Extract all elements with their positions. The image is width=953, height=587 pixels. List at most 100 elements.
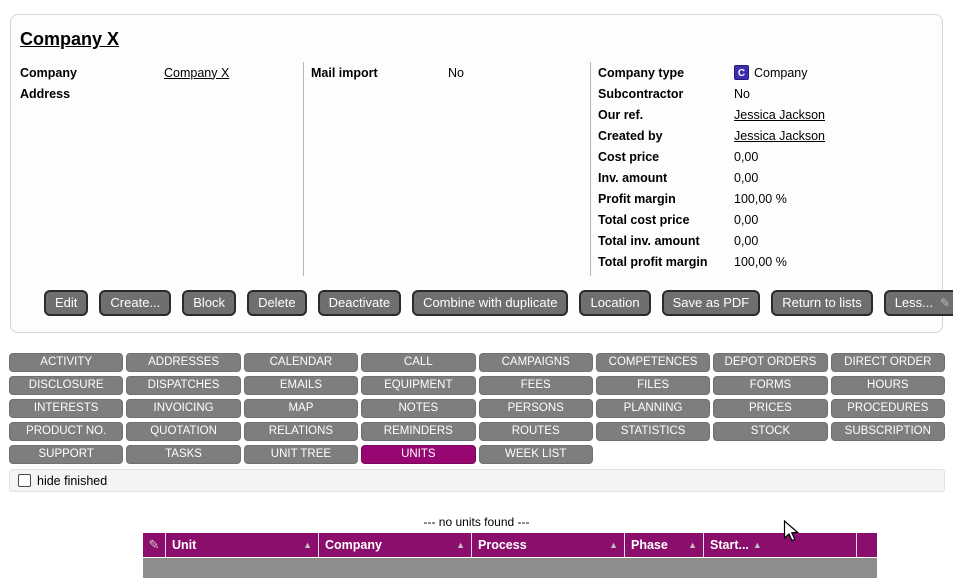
action-button[interactable]: Return to lists ✎ <box>771 290 873 316</box>
info-label: Profit margin <box>598 191 676 206</box>
action-button-label: Block <box>193 295 226 310</box>
info-value: 0,00 <box>734 171 758 185</box>
module-tab[interactable]: DISPATCHES <box>126 376 241 395</box>
action-button[interactable]: Location ✎ <box>579 290 651 316</box>
module-tab[interactable]: CALL <box>361 353 476 372</box>
info-row: Address <box>20 83 300 104</box>
module-tab[interactable]: EQUIPMENT <box>361 376 476 395</box>
column-header-label: Process <box>478 538 527 552</box>
column-header[interactable]: Unit ▲ <box>165 533 318 557</box>
info-value-text[interactable]: Company <box>754 65 808 80</box>
info-label: Company <box>20 65 77 80</box>
no-units-message: --- no units found --- <box>423 515 530 529</box>
module-tab[interactable]: PRODUCT NO. <box>9 422 124 441</box>
hide-finished-checkbox[interactable] <box>18 474 31 487</box>
module-tab[interactable]: UNIT TREE <box>243 445 359 464</box>
module-tab[interactable]: INVOICING <box>126 399 241 418</box>
action-button[interactable]: Deactivate ✎ <box>317 290 402 316</box>
module-tab[interactable]: DISCLOSURE <box>9 376 124 395</box>
edit-column-header[interactable]: ✎ <box>143 533 165 557</box>
info-value: Jessica Jackson <box>734 129 825 143</box>
module-tab[interactable]: ACTIVITY <box>9 353 124 372</box>
module-tab[interactable]: STOCK <box>713 422 828 441</box>
info-value: No <box>734 87 750 101</box>
page-title: Company X <box>20 29 120 49</box>
module-tab[interactable]: FORMS <box>713 376 828 395</box>
sort-asc-icon[interactable]: ▲ <box>688 540 697 550</box>
info-value: 100,00 % <box>734 255 787 269</box>
module-tab[interactable]: MAP <box>243 399 359 418</box>
module-tab[interactable]: PRICES <box>713 399 828 418</box>
sort-asc-icon[interactable]: ▲ <box>303 540 312 550</box>
action-button-label: Combine with duplicate <box>423 295 558 310</box>
sort-asc-icon[interactable]: ▲ <box>456 540 465 550</box>
module-tab[interactable]: DEPOT ORDERS <box>713 353 828 372</box>
module-tab[interactable]: TASKS <box>126 445 241 464</box>
info-value-text[interactable]: Jessica Jackson <box>734 128 826 143</box>
module-tab[interactable]: FILES <box>595 376 711 395</box>
column-header-label: Start... <box>710 538 749 552</box>
module-tab[interactable]: CAMPAIGNS <box>478 353 593 372</box>
info-row: Created by Jessica Jackson <box>598 125 934 146</box>
info-label: Company type <box>598 65 685 80</box>
column-divider <box>303 62 304 276</box>
action-button[interactable]: Save as PDF ✎ <box>661 290 761 316</box>
column-header[interactable]: Phase ▲ <box>624 533 703 557</box>
info-value-text[interactable]: 0,00 <box>734 212 759 227</box>
action-button[interactable]: Delete ✎ <box>247 290 307 316</box>
info-value-text[interactable]: 0,00 <box>734 233 759 248</box>
module-tab[interactable]: INTERESTS <box>9 399 124 418</box>
info-row: Subcontractor No <box>598 83 934 104</box>
info-value-text[interactable]: 100,00 % <box>734 191 787 206</box>
info-label: Inv. amount <box>598 170 668 185</box>
action-button[interactable]: Edit ✎ <box>44 290 89 316</box>
module-tab[interactable]: HOURS <box>830 376 945 395</box>
company-detail-panel: Company X Company Company X Address <box>10 14 953 333</box>
module-tab[interactable]: DIRECT ORDER <box>830 353 945 372</box>
column-header[interactable]: Process ▲ <box>471 533 624 557</box>
column-divider <box>590 62 591 276</box>
module-tab[interactable]: SUPPORT <box>9 445 124 464</box>
column-header-label: Phase <box>631 538 668 552</box>
info-label: Subcontractor <box>598 86 684 101</box>
module-tab[interactable]: PROCEDURES <box>830 399 945 418</box>
info-value-text[interactable]: 100,00 % <box>734 254 787 269</box>
module-tab[interactable]: NOTES <box>361 399 476 418</box>
module-tab[interactable]: COMPETENCES <box>595 353 711 372</box>
info-value-text[interactable]: No <box>734 86 750 101</box>
module-tab[interactable]: PLANNING <box>595 399 711 418</box>
column-header[interactable]: Company ▲ <box>318 533 471 557</box>
info-value-text[interactable]: 0,00 <box>734 170 759 185</box>
units-header-columns: Unit ▲ Company ▲ Process ▲ Phase ▲ <box>165 533 856 557</box>
module-tab[interactable]: ROUTES <box>478 422 593 441</box>
info-value-text[interactable]: 0,00 <box>734 149 759 164</box>
module-tab[interactable]: SUBSCRIPTION <box>830 422 945 441</box>
module-tab[interactable]: QUOTATION <box>126 422 241 441</box>
info-value-text[interactable]: Jessica Jackson <box>734 107 826 122</box>
column-header-label: Company <box>325 538 382 552</box>
sort-asc-icon[interactable]: ▲ <box>609 540 618 550</box>
pencil-icon: ✎ <box>940 295 951 310</box>
action-button[interactable]: Combine with duplicate ✎ <box>412 290 569 316</box>
action-button[interactable]: Less... ✎ <box>883 290 953 316</box>
column-header[interactable]: Start... ▲ <box>703 533 768 557</box>
module-tab[interactable]: UNITS <box>361 445 476 464</box>
module-tab[interactable]: PERSONS <box>478 399 593 418</box>
column-header-label: Unit <box>172 538 197 552</box>
module-tab[interactable]: FEES <box>478 376 593 395</box>
action-button-label: Less... <box>894 295 933 310</box>
info-column-right: Company type C Company Subcontractor No … <box>598 62 934 272</box>
info-value-text[interactable]: Company X <box>164 65 230 80</box>
module-tab[interactable]: REMINDERS <box>361 422 476 441</box>
action-button[interactable]: Create... ✎ <box>99 290 172 316</box>
info-value: Jessica Jackson <box>734 108 825 122</box>
sort-asc-icon[interactable]: ▲ <box>752 540 762 550</box>
module-tab[interactable]: CALENDAR <box>243 353 359 372</box>
action-button[interactable]: Block ✎ <box>182 290 237 316</box>
module-tab[interactable]: ADDRESSES <box>126 353 241 372</box>
module-tab[interactable]: RELATIONS <box>243 422 359 441</box>
module-tab[interactable]: STATISTICS <box>595 422 711 441</box>
info-row: Our ref. Jessica Jackson <box>598 104 934 125</box>
module-tab[interactable]: WEEK LIST <box>478 445 593 464</box>
module-tab[interactable]: EMAILS <box>243 376 359 395</box>
